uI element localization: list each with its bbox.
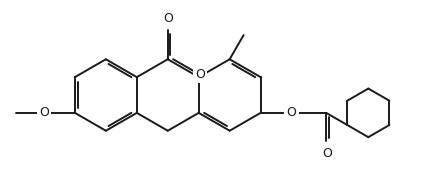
Text: O: O — [163, 12, 173, 25]
Text: O: O — [322, 147, 332, 160]
Text: O: O — [286, 106, 297, 119]
Text: O: O — [39, 106, 49, 119]
Text: O: O — [195, 68, 205, 81]
